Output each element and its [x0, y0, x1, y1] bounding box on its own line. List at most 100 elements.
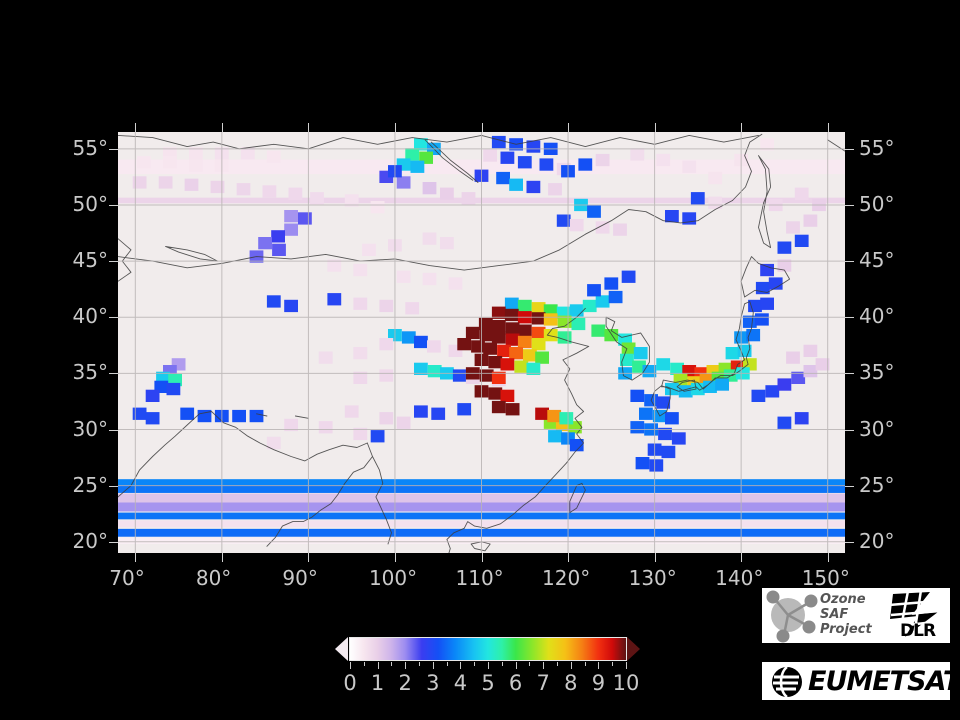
data-pixel	[531, 302, 546, 315]
lat-label-right: 30°	[859, 416, 895, 441]
data-pixel	[531, 312, 546, 325]
coastline	[165, 246, 218, 262]
coastline	[446, 527, 465, 553]
data-pixel	[145, 389, 160, 402]
colorbar-tick-label: 8	[564, 671, 578, 695]
map-canvas	[118, 132, 845, 553]
data-pixel	[405, 302, 420, 315]
data-pixel	[379, 338, 394, 351]
data-pixel	[504, 297, 519, 310]
data-pixel	[794, 234, 809, 247]
colorbar-tick	[460, 662, 462, 669]
coastline	[676, 379, 697, 392]
data-pixel	[258, 237, 272, 250]
lat-label-right: 55°	[859, 135, 895, 160]
data-pixel	[249, 409, 264, 423]
data-pixel	[509, 178, 523, 191]
data-pixel	[548, 183, 562, 196]
data-pixel	[639, 407, 653, 420]
lon-label: 140°	[715, 566, 764, 590]
colorbar-tick	[598, 662, 600, 669]
lon-tick-top	[827, 123, 829, 132]
ozone-saf-line1: Ozone	[820, 592, 866, 607]
data-pixel	[595, 153, 610, 167]
colorbar-minor-tick	[529, 662, 531, 666]
lat-label-left: 50°	[72, 191, 108, 216]
data-pixel	[803, 365, 818, 378]
dlr-logo-icon	[888, 589, 941, 639]
data-pixel	[396, 176, 411, 189]
data-pixel	[526, 362, 541, 375]
data-pixel	[786, 351, 800, 364]
colorbar-minor-tick	[474, 662, 476, 666]
data-pixel	[604, 329, 619, 342]
data-pixel	[569, 219, 584, 232]
data-pixel	[236, 183, 251, 196]
eumetsat-globe-icon	[772, 666, 802, 698]
data-pixel	[557, 331, 572, 344]
colorbar-minor-tick	[612, 662, 614, 666]
data-pixel	[708, 196, 723, 209]
data-pixel	[509, 347, 523, 360]
data-pixel	[755, 313, 769, 326]
lon-label: 90°	[282, 566, 318, 590]
data-pixel	[262, 185, 277, 198]
data-pixel	[777, 378, 792, 391]
colorbar-minor-tick	[391, 662, 393, 666]
lat-tick-left	[109, 373, 118, 375]
data-pixel	[491, 371, 506, 384]
data-pixel	[535, 407, 549, 420]
data-pixel	[163, 156, 177, 169]
data-pixel	[396, 416, 411, 429]
data-pixel	[517, 299, 532, 313]
ozone-saf-line3: Project	[820, 622, 872, 637]
data-pixel	[742, 315, 757, 328]
colorbar-tick-label: 2	[398, 671, 412, 695]
colorbar-tick	[432, 662, 434, 669]
data-pixel	[630, 148, 645, 161]
data-pixel	[353, 347, 368, 360]
colorbar: 0 1 2 3 4 5 6 7 8 9 10	[335, 634, 640, 712]
lon-tick-top	[308, 123, 310, 132]
data-pixel	[794, 187, 809, 200]
data-pixel	[595, 295, 610, 308]
data-pixel	[633, 347, 648, 360]
colorbar-tick	[626, 662, 627, 669]
data-pixel	[137, 156, 151, 169]
data-pixel	[505, 403, 520, 416]
data-pixel	[656, 396, 671, 409]
colorbar-tick	[515, 662, 517, 669]
data-pixel	[318, 421, 333, 434]
lat-label-right: 20°	[859, 528, 895, 553]
coastline	[732, 133, 763, 201]
data-pixel	[656, 153, 671, 167]
colorbar-tick	[570, 662, 572, 669]
colorbar-minor-tick	[419, 662, 420, 666]
data-pixel	[132, 176, 147, 189]
data-pixel	[288, 187, 303, 200]
lat-tick-left	[109, 429, 118, 431]
data-pixel	[505, 333, 520, 346]
data-pixel	[815, 358, 830, 371]
lon-tick-top	[221, 123, 223, 132]
data-pixel	[613, 223, 627, 236]
lon-tick-top	[394, 123, 396, 132]
data-pixel	[786, 221, 800, 234]
coastline	[118, 134, 759, 150]
lon-label: 100°	[368, 566, 418, 590]
data-pixel	[284, 418, 298, 432]
lon-tick-bottom	[221, 553, 223, 562]
lat-tick-left	[109, 148, 118, 150]
data-pixel	[396, 270, 411, 283]
data-pixel	[665, 412, 679, 425]
colorbar-tick	[350, 662, 351, 669]
data-pixel	[535, 351, 549, 364]
colorbar-tick-label: 3	[426, 671, 440, 695]
data-pixel	[483, 342, 497, 355]
data-pixel	[671, 432, 686, 445]
data-pixel	[440, 237, 454, 250]
data-pixel	[353, 263, 368, 277]
lon-tick-bottom	[481, 553, 483, 562]
logo-panel-eumetsat: EUMETSAT	[762, 662, 950, 700]
data-pixel	[491, 306, 506, 319]
